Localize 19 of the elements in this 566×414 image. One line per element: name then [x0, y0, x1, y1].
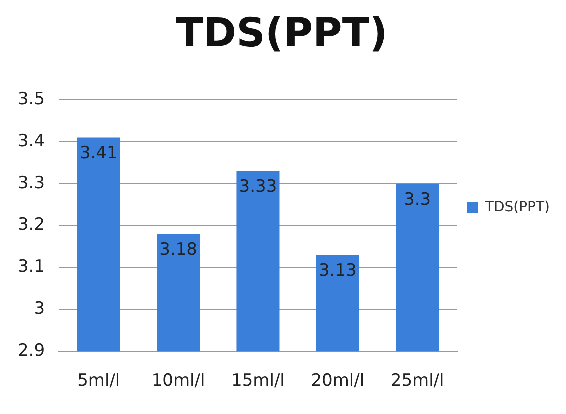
- y-tick-label: 3.3: [18, 173, 46, 194]
- legend-label: TDS(PPT): [484, 200, 550, 216]
- y-tick-label: 3.2: [18, 215, 46, 236]
- data-label: 3.13: [318, 261, 357, 282]
- x-tick-label: 10ml/l: [152, 371, 206, 392]
- x-tick-label: 5ml/l: [78, 371, 120, 392]
- y-tick-label: 3: [34, 299, 46, 320]
- x-tick-label: 25ml/l: [390, 371, 444, 392]
- data-label: 3.3: [404, 190, 432, 210]
- data-label: 3.18: [160, 240, 198, 260]
- y-tick-label: 3.4: [18, 131, 46, 152]
- data-label: 3.41: [80, 144, 118, 164]
- x-tick-label: 20ml/l: [311, 371, 365, 392]
- data-label: 3.33: [239, 177, 278, 198]
- y-tick-label: 2.9: [18, 341, 46, 362]
- y-tick-label: 3.1: [18, 257, 46, 278]
- y-tick-label: 3.5: [18, 89, 46, 110]
- x-tick-label: 15ml/l: [232, 371, 285, 392]
- chart-title: TDS(PPT): [176, 10, 388, 56]
